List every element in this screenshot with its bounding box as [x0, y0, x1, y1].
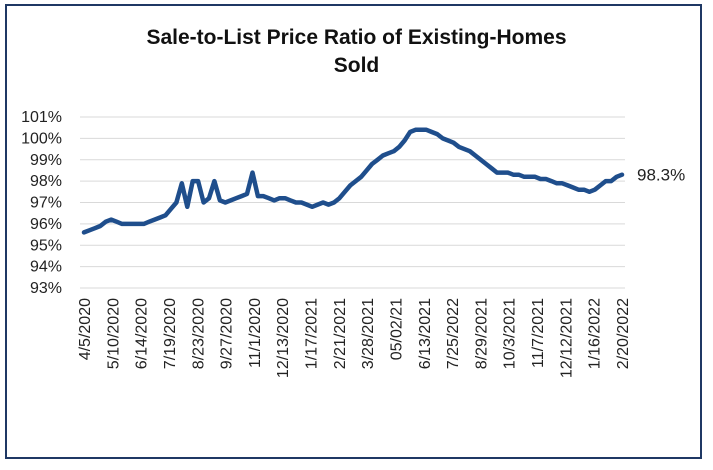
x-tick-label: 11/1/2020 — [247, 298, 264, 368]
x-tick-label: 6/13/2021 — [417, 298, 434, 369]
x-tick-label: 1/16/2022 — [587, 298, 604, 369]
series-group — [81, 127, 625, 235]
x-tick-label: 9/27/2020 — [219, 298, 236, 369]
x-axis-ticks: 4/5/2020 5/10/2020 6/14/2020 7/19/2020 8/23/… — [77, 298, 632, 378]
chart-frame — [5, 4, 702, 459]
x-tick-label: 5/10/2020 — [105, 298, 122, 369]
y-tick-label: 97% — [30, 195, 62, 212]
y-tick-label: 100% — [21, 130, 62, 147]
x-tick-label: 4/5/2020 — [77, 298, 94, 360]
y-tick-label: 101% — [21, 109, 62, 126]
y-tick-label: 99% — [30, 152, 62, 169]
x-tick-label: 6/14/2020 — [134, 298, 151, 369]
x-tick-label: 3/28/2021 — [360, 298, 377, 369]
x-tick-label: 12/13/2020 — [275, 298, 292, 378]
x-tick-label: 1/17/2021 — [304, 298, 321, 369]
chart-title-line-2: Sold — [333, 54, 380, 77]
y-axis-ticks: 93% 94% 95% 96% 97% 98% 99% 100% 101% — [21, 109, 62, 297]
x-tick-label: 2/21/2021 — [332, 298, 349, 369]
chart-title: Sale-to-List Price Ratio of Existing-Hom… — [0, 24, 713, 80]
y-tick-label: 98% — [30, 173, 62, 190]
chart-title-line-1: Sale-to-List Price Ratio of Existing-Hom… — [146, 26, 567, 49]
gridlines — [80, 116, 625, 289]
y-tick-label: 93% — [30, 280, 62, 297]
x-tick-label: 05/02/21 — [388, 298, 405, 360]
x-tick-label: 8/23/2020 — [190, 298, 207, 369]
y-tick-label: 96% — [30, 216, 62, 233]
x-tick-label: 12/12/2021 — [558, 298, 575, 378]
y-tick-label: 94% — [30, 259, 62, 276]
y-tick-label: 95% — [30, 237, 62, 254]
x-tick-label: 11/7/2021 — [530, 298, 547, 368]
x-tick-label: 10/3/2021 — [502, 298, 519, 369]
series-line — [81, 127, 625, 235]
x-tick-label: 7/25/2022 — [445, 298, 462, 369]
x-tick-label: 8/29/2021 — [473, 298, 490, 369]
x-tick-label: 7/19/2020 — [162, 298, 179, 369]
x-tick-label: 2/20/2022 — [615, 298, 632, 369]
end-value-label: 98.3% — [637, 166, 685, 185]
